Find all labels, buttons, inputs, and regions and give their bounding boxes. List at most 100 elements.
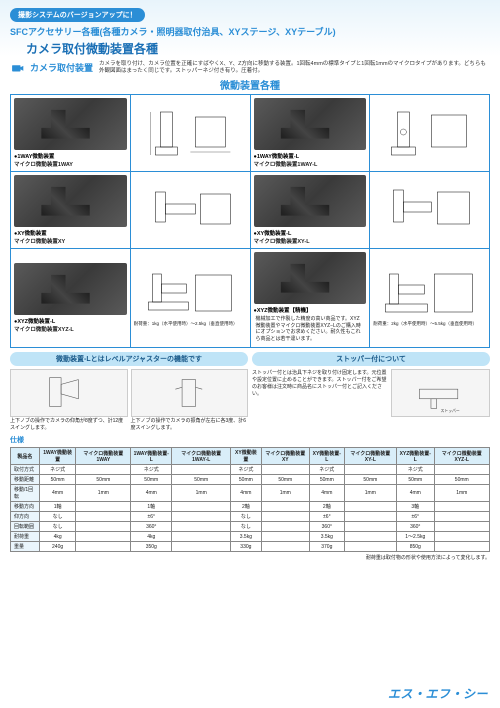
- spec-cell: なし: [39, 522, 76, 532]
- spec-cell: 240g: [39, 542, 76, 552]
- spec-cell: 仰方向: [11, 512, 40, 522]
- spec-row: 移動方向1軸1軸2軸2軸3軸: [11, 502, 490, 512]
- spec-row: 仰方向なし±6°なし±6°±6°: [11, 512, 490, 522]
- product-photo: [14, 98, 127, 150]
- load-note: 耐荷重：1kg（水平使用時）〜2.5kg（垂直使用時）: [134, 321, 247, 327]
- subhead: 微動装置各種: [10, 77, 490, 92]
- spec-row: 重量240g350g330g370g850g: [11, 542, 490, 552]
- product-photo: [254, 175, 367, 227]
- spec-cell: [172, 465, 231, 475]
- spec-cell: 4mm: [39, 485, 76, 502]
- version-tag: 撮影システムのバージョンアップに！: [10, 8, 145, 22]
- cell-1way-l-diagram: [370, 95, 489, 171]
- spec-cell: 330g: [231, 542, 261, 552]
- spec-cell: [434, 465, 490, 475]
- spec-cell: ネジ式: [309, 465, 344, 475]
- spec-cell: ネジ式: [39, 465, 76, 475]
- spec-col-header: マイクロ微動装置XY: [261, 448, 309, 465]
- spec-cell: 4mm: [131, 485, 172, 502]
- spec-cell: 4mm: [231, 485, 261, 502]
- spec-cell: [261, 522, 309, 532]
- spec-row: 耐荷重4kg4kg3.5kg3.5kg1〜2.5kg: [11, 532, 490, 542]
- spec-cell: 370g: [309, 542, 344, 552]
- spec-cell: 3.5kg: [309, 532, 344, 542]
- spec-cell: ±6°: [397, 512, 434, 522]
- spec-row: 移動距離50mm50mm50mm50mm50mm50mm50mm50mm50mm…: [11, 475, 490, 485]
- spec-cell: [76, 542, 131, 552]
- spec-cell: 4mm: [309, 485, 344, 502]
- spec-cell: [76, 512, 131, 522]
- spec-cell: 1mm: [434, 485, 490, 502]
- caption: ●XY微動装置: [14, 231, 47, 237]
- adjuster-diagram: [10, 369, 128, 417]
- product-grid: ●1WAY微動装置マイクロ微動装置1WAY ●1WAY微動装置-Lマイクロ微動装…: [10, 94, 490, 348]
- spec-cell: [261, 542, 309, 552]
- description-text: カメラを取り付け、カメラ位置を正確にすばやくX、Y、Z方向に移動する装置。1回転…: [99, 61, 490, 75]
- spec-col-header: 1WAY微動装置: [39, 448, 76, 465]
- spec-cell: ネジ式: [231, 465, 261, 475]
- spec-cell: [76, 465, 131, 475]
- caption: ●XY微動装置-L: [254, 231, 292, 237]
- tech-diagram: [373, 184, 486, 236]
- spec-cell: 1mm: [172, 485, 231, 502]
- spec-col-header: マイクロ微動装置1WAY: [76, 448, 131, 465]
- spec-cell: [172, 512, 231, 522]
- spec-cell: [172, 502, 231, 512]
- spec-cell: 360°: [131, 522, 172, 532]
- spec-cell: [172, 532, 231, 542]
- spec-cell: 50mm: [231, 475, 261, 485]
- spec-cell: 350g: [131, 542, 172, 552]
- spec-cell: なし: [231, 512, 261, 522]
- spec-cell: 360°: [309, 522, 344, 532]
- caption-sub: マイクロ微動装置XY: [14, 239, 65, 245]
- spec-cell: 360°: [397, 522, 434, 532]
- caption: ●XYZ微動装置-L: [14, 319, 55, 325]
- cell-xyz-diagram: 耐荷重：1kg（水平使用時）〜2.5kg（垂直使用時）: [131, 249, 251, 347]
- spec-cell: 4mm: [397, 485, 434, 502]
- product-photo: [254, 98, 367, 150]
- spec-cell: [434, 542, 490, 552]
- caption-sub: マイクロ微動装置1WAY: [14, 162, 73, 168]
- adjuster-text: 上下ノブの操作でカメラの仰角が8度ずつ、計12度スイングします。: [10, 417, 128, 431]
- spec-cell: 1軸: [131, 502, 172, 512]
- spec-cell: [344, 542, 396, 552]
- spec-cell: [261, 502, 309, 512]
- spec-table: 製品名1WAY微動装置マイクロ微動装置1WAY1WAY微動装置-Lマイクロ微動装…: [10, 447, 490, 552]
- spec-cell: 2軸: [309, 502, 344, 512]
- spec-cell: 4kg: [131, 532, 172, 542]
- spec-cell: [172, 522, 231, 532]
- spec-cell: 1mm: [76, 485, 131, 502]
- spec-col-header: マイクロ微動装置XYZ-L: [434, 448, 490, 465]
- cell-1way-l-photo: ●1WAY微動装置-Lマイクロ微動装置1WAY-L: [251, 95, 371, 171]
- spec-row: 回転範囲なし360°なし360°360°: [11, 522, 490, 532]
- spec-cell: 850g: [397, 542, 434, 552]
- spec-cell: [76, 502, 131, 512]
- adjuster-text: 上下ノブの操作でカメラの振角が左右に各3度、計6度スイングします。: [131, 417, 249, 431]
- product-photo: [254, 252, 367, 304]
- caption-sub: マイクロ微動装置XYZ-L: [14, 327, 74, 333]
- spec-footnote: 耐荷重は取付物の形状や使用方法によって変化します。: [10, 554, 490, 561]
- cell-1way-photo: ●1WAY微動装置マイクロ微動装置1WAY: [11, 95, 131, 171]
- spec-cell: [344, 532, 396, 542]
- spec-cell: [172, 542, 231, 552]
- spec-cell: [434, 522, 490, 532]
- spec-cell: 移動/1回転: [11, 485, 40, 502]
- caption-sub: マイクロ微動装置XY-L: [254, 239, 310, 245]
- section-label: カメラ取付装置: [30, 61, 93, 74]
- spec-col-header: XY微動装置-L: [309, 448, 344, 465]
- tech-diagram: [373, 107, 486, 159]
- spec-cell: 50mm: [397, 475, 434, 485]
- spec-cell: 50mm: [261, 475, 309, 485]
- spec-cell: 取付方式: [11, 465, 40, 475]
- caption: ●1WAY微動装置-L: [254, 154, 300, 160]
- spec-cell: [344, 512, 396, 522]
- precision-note: 機械加工で作製した精度の高い商品です。XYZ微動装置やマイクロ微動装置XYZ−L…: [254, 314, 367, 344]
- spec-col-header: XYZ微動装置-L: [397, 448, 434, 465]
- spec-cell: 50mm: [309, 475, 344, 485]
- svg-text:ストッパー: ストッパー: [440, 408, 459, 413]
- spec-row: 取付方式ネジ式ネジ式ネジ式ネジ式ネジ式: [11, 465, 490, 475]
- spec-cell: 4kg: [39, 532, 76, 542]
- adjuster-diagram: [131, 369, 249, 417]
- spec-cell: 回転範囲: [11, 522, 40, 532]
- spec-col-header: マイクロ微動装置1WAY-L: [172, 448, 231, 465]
